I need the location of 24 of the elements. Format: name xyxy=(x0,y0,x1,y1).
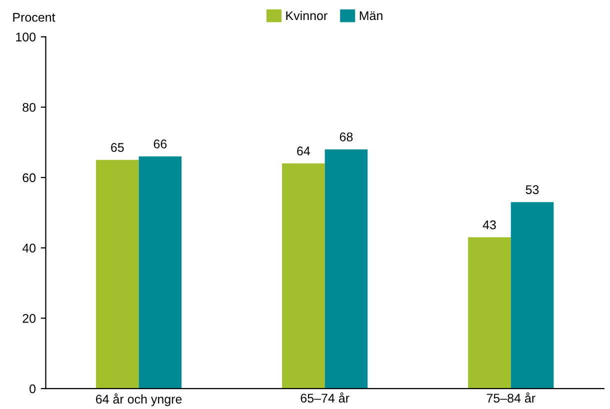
bar xyxy=(96,160,139,389)
y-tick-label: 20 xyxy=(22,314,36,323)
data-label: 66 xyxy=(154,140,167,148)
y-tick-label: 0 xyxy=(30,384,36,394)
bar xyxy=(510,202,554,389)
bar xyxy=(468,237,511,389)
y-tick-label: 80 xyxy=(22,102,36,112)
bar xyxy=(138,156,182,389)
x-tick-label: 75–84 år xyxy=(486,392,536,403)
bar xyxy=(324,149,368,389)
y-tick-label: 40 xyxy=(22,244,36,253)
y-axis-title: Procent xyxy=(13,13,56,22)
legend-label: Kvinnor xyxy=(286,10,328,20)
data-label: 64 xyxy=(297,146,310,156)
x-tick-label: 65–74 år xyxy=(300,392,350,403)
y-tick-label: 60 xyxy=(22,173,36,182)
data-label: 68 xyxy=(340,132,353,142)
data-label: 53 xyxy=(526,185,539,194)
x-tick-label: 64 år och yngre xyxy=(96,393,182,406)
bar xyxy=(282,163,325,389)
legend-label: Män xyxy=(360,11,382,20)
data-label: 65 xyxy=(111,143,124,152)
y-tick-label: 100 xyxy=(16,32,36,42)
data-label: 43 xyxy=(482,220,496,230)
